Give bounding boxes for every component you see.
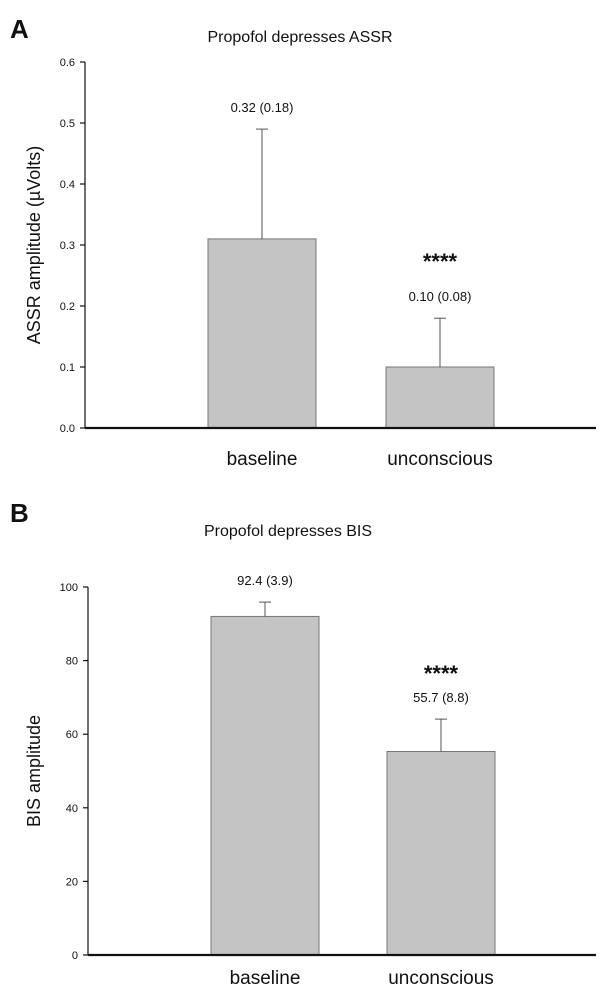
y-tick-label: 60 <box>66 729 78 741</box>
bar-baseline <box>207 238 317 429</box>
y-tick-label: 0.4 <box>60 179 75 191</box>
x-category-label-unconscious: unconscious <box>388 968 494 989</box>
chart-title: Propofol depresses BIS <box>204 523 372 540</box>
data-label-unconscious: 0.10 (0.08) <box>409 289 472 304</box>
x-category-label-baseline: baseline <box>227 449 298 470</box>
chart-panel-a: A Propofol depresses ASSR ASSR amplitude (… <box>10 14 596 470</box>
y-tick-label: 100 <box>60 582 78 594</box>
significance-marker: **** <box>423 249 458 274</box>
x-category-label-baseline: baseline <box>230 968 301 989</box>
data-label-baseline: 0.32 (0.18) <box>231 100 294 115</box>
y-tick-label: 40 <box>66 803 78 815</box>
y-tick-label: 0.1 <box>60 362 75 374</box>
bar-unconscious <box>385 366 495 429</box>
x-category-label-unconscious: unconscious <box>387 449 493 470</box>
significance-marker: **** <box>424 661 459 686</box>
y-tick-label: 0.0 <box>60 423 75 435</box>
y-tick-label: 0.6 <box>60 57 75 69</box>
y-tick-label: 0.5 <box>60 118 75 130</box>
y-axis-label: ASSR amplitude (µVolts) <box>24 146 44 344</box>
y-tick-label: 20 <box>66 876 78 888</box>
y-axis-label: BIS amplitude <box>24 715 44 827</box>
bar-unconscious <box>386 750 496 956</box>
data-label-unconscious: 55.7 (8.8) <box>413 690 469 705</box>
y-tick-label: 0 <box>72 950 78 962</box>
bar-baseline <box>210 615 320 956</box>
data-label-baseline: 92.4 (3.9) <box>237 573 293 588</box>
y-tick-label: 0.2 <box>60 301 75 313</box>
panel-letter: A <box>10 14 29 44</box>
chart-title: Propofol depresses ASSR <box>208 29 393 46</box>
y-tick-label: 0.3 <box>60 240 75 252</box>
panel-letter: B <box>10 498 29 528</box>
y-tick-label: 80 <box>66 656 78 668</box>
chart-panel-b: B Propofol depresses BIS BIS amplitude 0 20 4… <box>10 498 596 989</box>
